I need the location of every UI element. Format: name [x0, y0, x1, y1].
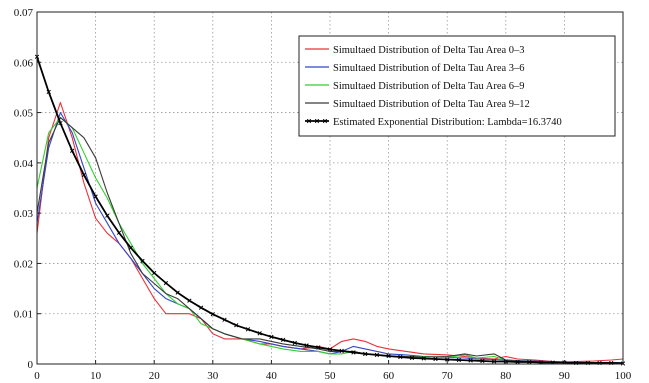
x-tick-label: 100	[615, 370, 632, 382]
legend-label: Simultaed Distribution of Delta Tau Area…	[333, 63, 525, 74]
x-tick-label: 40	[266, 370, 278, 382]
x-tick-label: 0	[34, 370, 40, 382]
series-point	[58, 120, 63, 126]
series-point	[280, 337, 286, 343]
series-point	[398, 354, 403, 360]
series-point	[327, 347, 333, 352]
series-point	[468, 358, 473, 363]
series-point	[292, 340, 297, 346]
axis-ticks: 0 10 20 30 40 50 60 70 80 90 100 0 0.01 0.02 0.03 0.04 0…	[14, 7, 632, 382]
series-point	[409, 355, 415, 361]
series-point	[128, 245, 133, 250]
x-tick-label: 30	[207, 370, 219, 382]
legend-label: Estimated Exponential Distribution: Lamb…	[333, 117, 562, 128]
y-tick-label: 0.07	[14, 7, 34, 19]
series-point	[491, 359, 497, 364]
series-point	[515, 359, 520, 365]
series-point	[93, 194, 98, 199]
legend-box	[298, 35, 616, 137]
series-point	[374, 352, 380, 358]
x-tick-label: 10	[90, 370, 102, 382]
y-tick-label: 0.05	[14, 108, 34, 120]
series-point	[105, 213, 110, 218]
series-point	[351, 350, 356, 355]
series-point	[363, 351, 368, 357]
y-tick-label: 0.06	[14, 57, 34, 69]
series-point	[198, 305, 204, 310]
series-point	[456, 357, 462, 363]
series-point	[46, 89, 51, 95]
series-point	[175, 290, 180, 295]
series-point	[480, 358, 485, 364]
legend-label: Simultaed Distribution of Delta Tau Area…	[333, 45, 525, 56]
y-tick-label: 0.03	[14, 208, 34, 220]
series-point	[234, 323, 239, 328]
series-point	[433, 356, 438, 362]
legend: Simultaed Distribution of Delta Tau Area…	[298, 35, 616, 137]
x-tick-label: 50	[325, 370, 337, 382]
series-point	[245, 327, 251, 332]
series-point	[163, 280, 169, 286]
series-point	[257, 331, 262, 336]
series-point	[445, 357, 450, 362]
series-point	[316, 345, 321, 350]
series-point	[152, 270, 157, 276]
series-line-3	[36, 117, 624, 364]
series-point	[116, 230, 122, 235]
series-point	[81, 172, 87, 178]
legend-label: Simultaed Distribution of Delta Tau Area…	[333, 81, 525, 92]
y-tick-label: 0	[28, 359, 34, 371]
x-tick-label: 20	[149, 370, 161, 382]
series-point	[269, 334, 274, 339]
series-layer	[34, 54, 626, 366]
series-point	[339, 348, 344, 354]
y-tick-label: 0.04	[14, 158, 34, 170]
legend-label: Simultaed Distribution of Delta Tau Area…	[333, 99, 530, 110]
series-point	[421, 356, 426, 361]
x-tick-label: 80	[500, 370, 512, 382]
series-point	[386, 353, 391, 359]
series-point	[527, 359, 532, 365]
series-point	[304, 343, 309, 348]
series-point	[70, 148, 75, 153]
x-tick-label: 90	[559, 370, 571, 382]
y-tick-label: 0.02	[14, 258, 33, 270]
x-tick-label: 60	[383, 370, 395, 382]
series-point	[187, 298, 192, 303]
y-tick-label: 0.01	[14, 309, 33, 321]
x-tick-label: 70	[442, 370, 454, 382]
series-point	[140, 258, 145, 264]
series-point	[210, 312, 215, 317]
series-point	[222, 317, 227, 322]
